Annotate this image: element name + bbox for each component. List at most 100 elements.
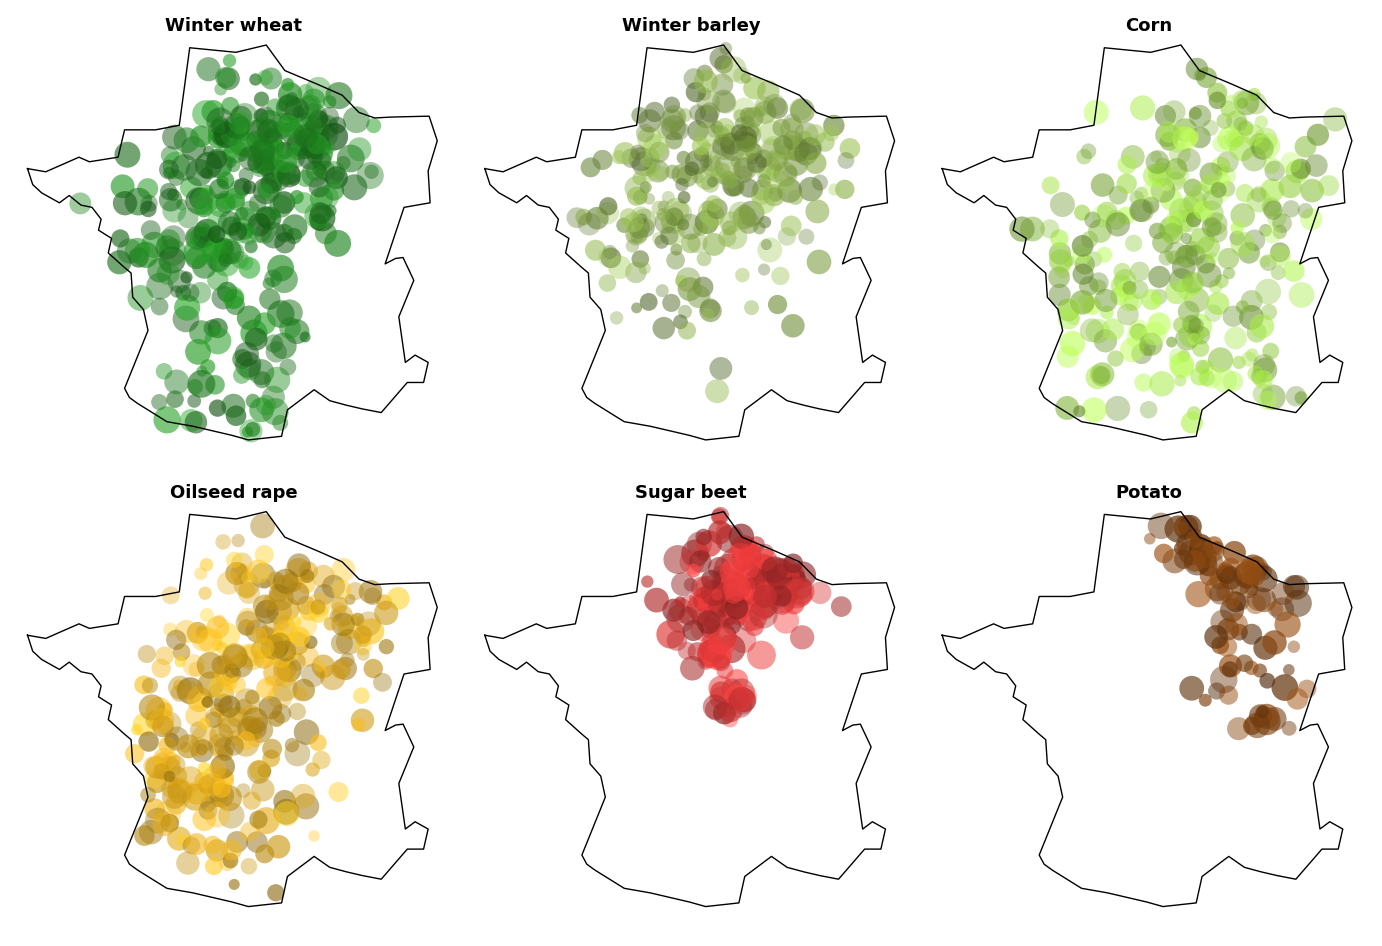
Point — [236, 223, 258, 238]
Point — [710, 577, 732, 592]
Point — [1280, 201, 1302, 217]
Point — [735, 591, 757, 606]
Point — [286, 636, 308, 651]
Point — [647, 164, 669, 179]
Point — [741, 585, 763, 600]
Point — [1241, 309, 1263, 324]
Point — [1211, 273, 1233, 289]
Point — [712, 629, 734, 644]
Point — [228, 182, 250, 197]
Point — [727, 691, 749, 706]
Point — [195, 166, 217, 181]
Point — [210, 657, 232, 673]
Point — [256, 184, 278, 199]
Point — [239, 824, 261, 839]
Point — [362, 588, 384, 604]
Point — [651, 283, 673, 298]
Point — [227, 224, 249, 239]
Point — [264, 207, 286, 222]
Point — [258, 182, 281, 197]
Point — [152, 754, 174, 769]
Point — [833, 182, 855, 197]
Point — [254, 184, 276, 199]
Point — [332, 617, 354, 632]
Point — [134, 828, 156, 843]
Point — [695, 74, 717, 89]
Point — [163, 789, 185, 804]
Point — [706, 597, 728, 612]
Point — [1206, 184, 1229, 200]
Point — [663, 603, 685, 618]
Point — [687, 236, 709, 251]
Point — [258, 124, 281, 139]
Point — [252, 144, 274, 159]
Point — [699, 645, 721, 660]
Point — [674, 305, 697, 320]
Point — [144, 237, 166, 253]
Point — [695, 215, 717, 230]
Point — [824, 182, 846, 197]
Point — [268, 636, 290, 651]
Point — [223, 877, 245, 892]
Point — [1071, 205, 1093, 220]
Point — [1182, 181, 1204, 196]
Point — [1269, 245, 1291, 260]
Point — [254, 155, 276, 170]
Point — [1107, 401, 1129, 416]
Point — [1189, 319, 1211, 334]
Point — [717, 170, 739, 185]
Point — [167, 768, 189, 783]
Point — [1206, 85, 1229, 100]
Point — [238, 358, 260, 373]
Point — [1072, 267, 1095, 282]
Point — [294, 618, 316, 633]
Point — [1039, 178, 1061, 193]
Point — [706, 201, 728, 217]
Point — [182, 230, 205, 245]
Point — [1176, 249, 1198, 264]
Point — [289, 686, 311, 701]
Point — [1238, 581, 1260, 596]
Point — [1088, 274, 1110, 289]
Point — [789, 101, 811, 116]
Point — [695, 654, 717, 669]
Point — [156, 738, 178, 753]
Point — [182, 657, 205, 673]
Point — [737, 546, 759, 561]
Point — [162, 187, 184, 202]
Point — [1161, 226, 1183, 241]
Point — [1177, 304, 1200, 319]
Point — [698, 615, 720, 630]
Point — [1206, 224, 1229, 239]
Point — [1231, 92, 1253, 107]
Point — [1115, 208, 1137, 223]
Point — [249, 642, 271, 657]
Point — [205, 244, 227, 259]
Point — [598, 244, 621, 259]
Point — [600, 251, 622, 266]
Point — [763, 171, 785, 186]
Point — [760, 125, 782, 140]
Point — [296, 798, 318, 814]
Point — [192, 201, 214, 216]
Point — [189, 285, 211, 300]
Point — [705, 702, 727, 717]
Point — [269, 415, 292, 430]
Point — [1197, 239, 1219, 254]
Point — [278, 118, 300, 133]
Point — [771, 579, 793, 594]
Point — [673, 150, 695, 166]
Point — [1081, 323, 1103, 338]
Point — [706, 578, 728, 593]
Point — [231, 352, 253, 367]
Point — [209, 198, 231, 213]
Point — [234, 211, 256, 226]
Point — [835, 153, 857, 168]
Point — [1175, 231, 1197, 246]
Point — [1248, 368, 1270, 383]
Point — [1273, 586, 1295, 601]
Point — [207, 620, 229, 635]
Point — [1213, 173, 1236, 188]
Point — [276, 806, 299, 821]
Point — [782, 318, 804, 333]
